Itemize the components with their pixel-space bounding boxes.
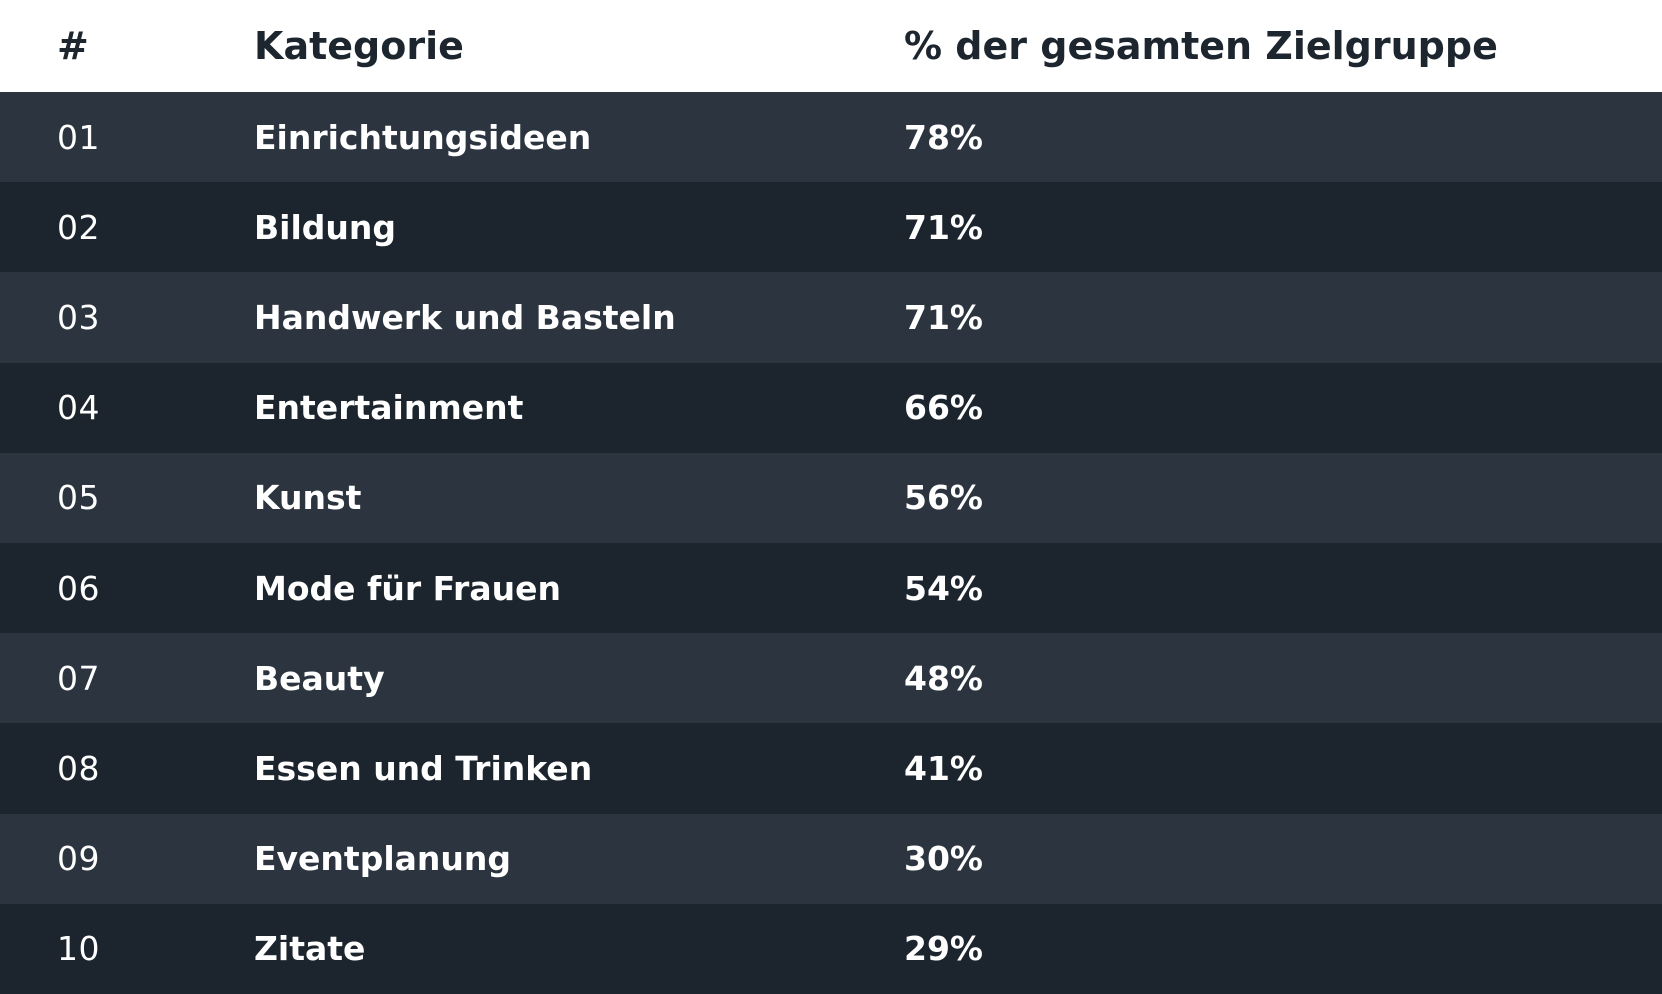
- table-header: # Kategorie % der gesamten Zielgruppe: [0, 0, 1662, 92]
- row-percent: 30%: [904, 839, 983, 879]
- row-number: 10: [57, 929, 100, 969]
- row-percent: 66%: [904, 388, 983, 428]
- row-percent: 71%: [904, 297, 983, 337]
- row-percent: 71%: [904, 207, 983, 247]
- table-row: 01 Einrichtungsideen 78%: [0, 92, 1662, 183]
- row-number: 09: [57, 839, 100, 879]
- table-row: 02 Bildung 71%: [0, 182, 1662, 273]
- row-category: Einrichtungsideen: [254, 117, 592, 157]
- row-number: 04: [57, 388, 100, 428]
- header-percent: % der gesamten Zielgruppe: [904, 24, 1498, 68]
- row-number: 02: [57, 207, 100, 247]
- row-percent: 48%: [904, 658, 983, 698]
- row-percent: 78%: [904, 117, 983, 157]
- row-category: Beauty: [254, 658, 385, 698]
- table-row: 06 Mode für Frauen 54%: [0, 542, 1662, 634]
- row-percent: 54%: [904, 568, 983, 608]
- row-number: 01: [57, 117, 100, 157]
- table-row: 07 Beauty 48%: [0, 633, 1662, 724]
- table-row: 04 Entertainment 66%: [0, 362, 1662, 453]
- table-row: 10 Zitate 29%: [0, 903, 1662, 994]
- row-category: Bildung: [254, 207, 397, 247]
- table-row: 03 Handwerk und Basteln 71%: [0, 272, 1662, 363]
- row-category: Kunst: [254, 478, 362, 518]
- header-number: #: [57, 24, 89, 68]
- row-number: 06: [57, 568, 100, 608]
- row-number: 07: [57, 658, 100, 698]
- row-number: 03: [57, 297, 100, 337]
- row-percent: 41%: [904, 748, 983, 788]
- header-category: Kategorie: [254, 24, 464, 68]
- row-number: 05: [57, 478, 100, 518]
- row-category: Essen und Trinken: [254, 748, 593, 788]
- row-category: Zitate: [254, 929, 366, 969]
- row-category: Mode für Frauen: [254, 568, 561, 608]
- row-category: Entertainment: [254, 388, 524, 428]
- table-row: 09 Eventplanung 30%: [0, 813, 1662, 904]
- row-category: Handwerk und Basteln: [254, 297, 676, 337]
- row-percent: 56%: [904, 478, 983, 518]
- row-category: Eventplanung: [254, 839, 512, 879]
- table-row: 08 Essen und Trinken 41%: [0, 723, 1662, 814]
- table-row: 05 Kunst 56%: [0, 452, 1662, 543]
- row-percent: 29%: [904, 929, 983, 969]
- row-number: 08: [57, 748, 100, 788]
